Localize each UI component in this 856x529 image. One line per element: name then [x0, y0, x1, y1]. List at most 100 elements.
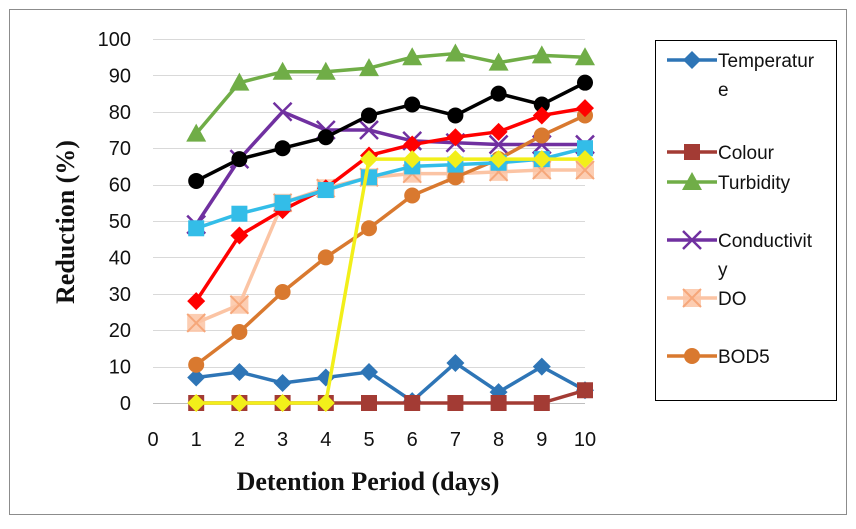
data-point	[533, 127, 550, 144]
data-point	[683, 51, 701, 69]
data-point	[229, 295, 250, 315]
legend-item: BOD5	[667, 347, 770, 368]
series-line	[194, 110, 585, 226]
data-point	[186, 313, 206, 333]
data-point	[186, 123, 207, 142]
data-point	[230, 363, 249, 382]
data-point	[447, 107, 464, 124]
data-point	[403, 150, 422, 169]
series-line	[195, 81, 586, 183]
data-point	[576, 150, 594, 169]
data-point	[682, 288, 702, 308]
data-point	[273, 394, 292, 412]
data-point	[316, 394, 335, 412]
y-tick-label: 10	[109, 357, 131, 379]
data-point	[446, 353, 465, 372]
data-point	[489, 150, 508, 169]
x-tick-label: 9	[536, 429, 547, 451]
data-point	[533, 96, 550, 113]
legend-label: Temperatur	[718, 51, 815, 72]
series-line	[196, 157, 585, 405]
data-point	[404, 96, 421, 113]
legend: Temperatur e Colour Turbidity Conductivit y DO…	[655, 40, 837, 401]
data-point	[402, 47, 423, 66]
data-point	[488, 134, 509, 155]
data-point	[490, 85, 507, 102]
legend-item: Turbidity	[667, 172, 791, 194]
x-tick-label: 7	[450, 429, 461, 451]
data-point	[575, 47, 595, 66]
data-point	[446, 150, 465, 169]
y-tick-label: 20	[109, 320, 131, 342]
data-point	[682, 230, 702, 250]
data-point	[231, 205, 248, 222]
data-point	[272, 61, 293, 80]
x-tick-label: 4	[320, 429, 331, 451]
y-tick-label: 30	[109, 284, 131, 306]
data-point	[532, 357, 551, 376]
legend-label: Conductivit	[718, 231, 813, 252]
data-point	[533, 395, 550, 411]
data-point	[447, 169, 464, 186]
y-tick-label: 40	[109, 247, 131, 269]
series-turbidity	[186, 43, 595, 142]
data-point	[274, 283, 291, 300]
data-point	[317, 182, 334, 199]
y-axis-title: Reduction (%)	[51, 140, 80, 304]
x-tick-label: 3	[277, 429, 288, 451]
data-point	[361, 220, 377, 237]
legend-item: Temperatur e	[667, 51, 815, 101]
data-point	[577, 74, 593, 91]
x-axis-title: Detention Period (days)	[237, 467, 500, 496]
data-point	[531, 45, 552, 64]
x-tick-label: 6	[407, 429, 418, 451]
x-tick-label: 1	[191, 429, 202, 451]
data-point	[231, 324, 248, 341]
tick-labels: 0 10 20 30 40 50 60 70 80 90 100 0 1 2 3 4 5 6 7 8 9 10	[98, 29, 597, 451]
y-tick-label: 80	[109, 102, 131, 124]
data-point	[188, 172, 205, 189]
y-tick-label: 60	[109, 175, 131, 197]
series-line	[194, 51, 586, 135]
data-point	[273, 373, 292, 392]
data-point	[359, 58, 379, 77]
data-point	[359, 120, 379, 140]
data-point	[187, 394, 206, 412]
legend-item: Conductivit y	[667, 230, 813, 281]
data-point	[274, 140, 291, 157]
series-group	[186, 43, 595, 412]
x-tick-label: 8	[493, 429, 504, 451]
y-tick-label: 90	[109, 65, 131, 87]
data-point	[317, 249, 334, 266]
data-point	[684, 348, 700, 364]
data-point	[404, 187, 421, 204]
y-tick-label: 50	[109, 211, 131, 233]
data-point	[187, 368, 206, 387]
data-point	[229, 72, 250, 91]
data-point	[404, 395, 421, 411]
data-point	[489, 122, 508, 141]
data-point	[317, 129, 334, 146]
x-tick-label: 2	[234, 429, 245, 451]
data-point	[445, 43, 466, 62]
data-point	[360, 363, 378, 382]
legend-label: BOD5	[718, 347, 770, 368]
x-tick-label: 5	[363, 429, 374, 451]
data-point	[231, 151, 248, 168]
data-point	[447, 395, 464, 411]
series-unlabeled-6	[188, 74, 593, 189]
data-point	[274, 194, 291, 211]
data-point	[684, 144, 700, 160]
data-point	[532, 106, 551, 125]
data-point	[188, 220, 205, 237]
data-point	[361, 395, 377, 411]
y-tick-label: 70	[109, 138, 131, 160]
series-unlabeled-9	[187, 150, 594, 412]
legend-label: e	[718, 80, 729, 101]
legend-item: DO	[667, 288, 747, 310]
x-tick-label: 0	[147, 429, 158, 451]
data-point	[403, 135, 422, 154]
data-point	[682, 172, 702, 190]
